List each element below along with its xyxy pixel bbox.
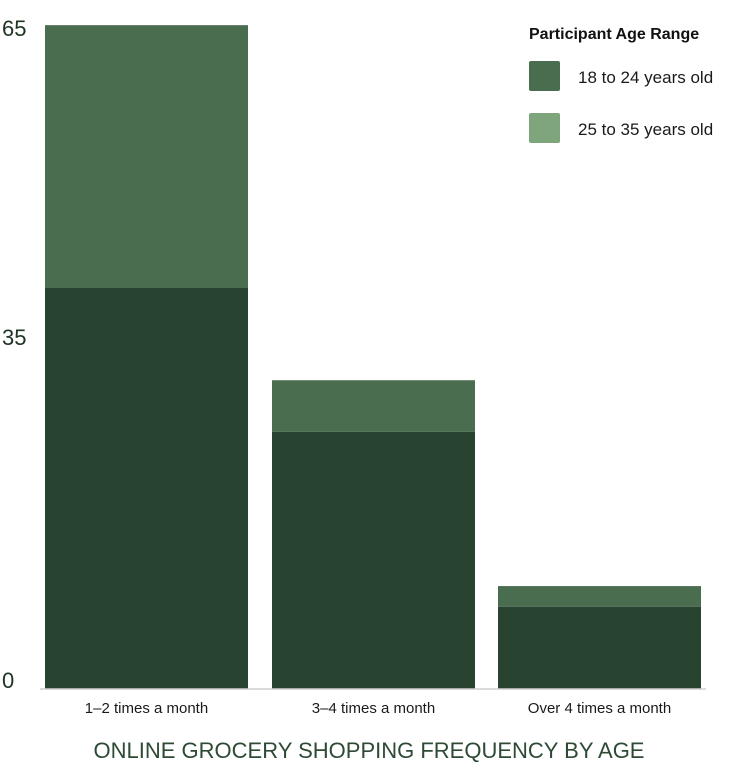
- legend-label-25-35: 25 to 35 years old: [578, 120, 713, 139]
- legend: Participant Age Range 18 to 24 years old…: [529, 26, 713, 143]
- y-tick-label: 0: [2, 668, 14, 693]
- bar-segment-2-series-1: [272, 431, 475, 689]
- legend-swatch-25-35: [529, 113, 560, 143]
- bar-segment-1-series-1: [45, 287, 248, 689]
- legend-label-18-24: 18 to 24 years old: [578, 68, 713, 87]
- bars-group: [45, 25, 701, 689]
- y-tick-label: 35: [2, 325, 26, 350]
- x-category-label: 3–4 times a month: [312, 700, 435, 717]
- x-axis-category-labels: 1–2 times a month 3–4 times a month Over 4…: [85, 700, 671, 717]
- chart-title: ONLINE GROCERY SHOPPING FREQUENCY BY AGE: [94, 738, 645, 763]
- x-category-label: Over 4 times a month: [528, 700, 671, 717]
- bar-segment-3-series-1: [498, 606, 701, 689]
- bar-segment-2-series-2: [272, 380, 475, 432]
- bar-segment-3-series-2: [498, 586, 701, 607]
- y-tick-label: 65: [2, 16, 26, 41]
- legend-title: Participant Age Range: [529, 26, 699, 43]
- y-axis-ticks: 0 35 65: [2, 16, 26, 693]
- legend-swatch-18-24: [529, 61, 560, 91]
- bar-segment-1-series-2: [45, 25, 248, 288]
- x-category-label: 1–2 times a month: [85, 700, 208, 717]
